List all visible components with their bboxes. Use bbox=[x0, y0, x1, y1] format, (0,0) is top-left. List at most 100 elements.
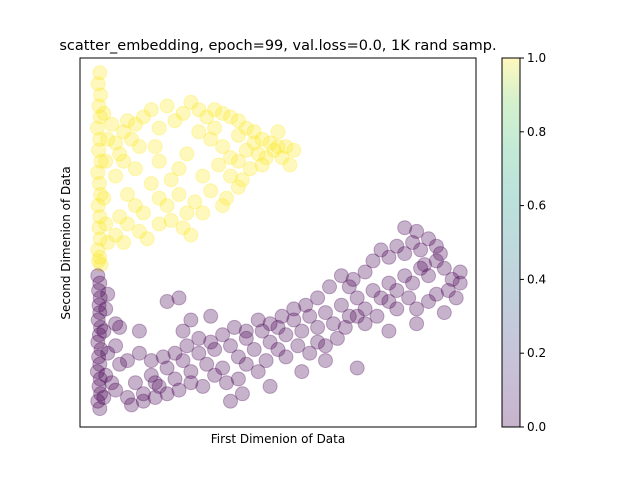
scatter-point-1-97 bbox=[207, 367, 223, 383]
scatter-point-0-82 bbox=[112, 209, 128, 225]
scatter-point-0-30 bbox=[120, 113, 135, 129]
scatter-point-0-97 bbox=[108, 227, 124, 243]
scatter-point-0-42 bbox=[199, 109, 215, 125]
scatter-point-0-35 bbox=[143, 102, 159, 118]
scatter-point-1-10 bbox=[91, 327, 107, 343]
scatter-point-0-44 bbox=[215, 105, 231, 121]
scatter-point-1-112 bbox=[421, 231, 436, 247]
scatter-point-0-28 bbox=[112, 146, 128, 162]
scatter-point-0-3 bbox=[91, 98, 107, 114]
scatter-point-0-2 bbox=[93, 87, 109, 103]
scatter-point-1-38 bbox=[183, 364, 199, 380]
scatter-point-0-73 bbox=[151, 190, 167, 206]
scatter-point-1-84 bbox=[337, 319, 353, 335]
scatter-point-1-0 bbox=[92, 401, 108, 417]
scatter-point-0-17 bbox=[92, 249, 108, 265]
scatter-point-0-41 bbox=[191, 102, 207, 118]
scatter-point-0-66 bbox=[242, 161, 258, 177]
scatter-point-1-14 bbox=[91, 297, 107, 313]
scatter-point-1-95 bbox=[230, 371, 246, 387]
scatter-point-0-86 bbox=[163, 212, 179, 228]
scatter-point-1-150 bbox=[436, 305, 452, 321]
scatter-point-0-15 bbox=[92, 231, 108, 247]
scatter-point-1-92 bbox=[258, 353, 274, 369]
scatter-point-0-4 bbox=[92, 109, 108, 125]
scatter-point-1-65 bbox=[397, 268, 413, 284]
scatter-point-1-6 bbox=[92, 356, 108, 372]
scatter-point-1-81 bbox=[369, 308, 385, 324]
scatter-point-1-85 bbox=[329, 330, 345, 346]
colorbar-tick-label-2: 0.4 bbox=[527, 272, 546, 286]
scatter-point-1-102 bbox=[147, 390, 163, 405]
scatter-point-1-88 bbox=[302, 345, 318, 361]
x-axis-label: First Dimenion of Data bbox=[211, 432, 345, 446]
scatter-point-1-73 bbox=[440, 283, 456, 298]
scatter-point-0-72 bbox=[143, 176, 159, 191]
scatter-point-0-34 bbox=[135, 109, 151, 125]
scatter-point-1-45 bbox=[238, 330, 254, 346]
scatter-point-1-49 bbox=[270, 319, 286, 335]
scatter-point-0-58 bbox=[238, 142, 254, 158]
scatter-point-1-105 bbox=[365, 253, 381, 269]
scatter-point-1-121 bbox=[322, 279, 337, 295]
colorbar-ticks: 0.0 0.2 0.4 0.6 0.8 1.0 bbox=[520, 51, 546, 434]
scatter-point-0-23 bbox=[96, 190, 112, 206]
scatter-point-1-60 bbox=[357, 301, 373, 317]
scatter-point-1-56 bbox=[325, 316, 341, 332]
scatter-point-1-55 bbox=[318, 305, 333, 321]
scatter-point-1-89 bbox=[290, 338, 306, 354]
scatter-point-0-91 bbox=[116, 153, 132, 169]
scatter-point-1-8 bbox=[93, 342, 109, 357]
scatter-point-1-103 bbox=[135, 393, 151, 409]
scatter-point-1-111 bbox=[413, 242, 429, 258]
scatter-point-0-39 bbox=[175, 105, 191, 121]
scatter-point-1-48 bbox=[262, 334, 278, 350]
scatter-point-1-114 bbox=[409, 223, 425, 239]
scatter-point-0-25 bbox=[100, 235, 116, 250]
scatter-point-0-9 bbox=[90, 164, 106, 180]
scatter-point-1-32 bbox=[135, 386, 151, 402]
scatter-point-1-76 bbox=[421, 294, 436, 309]
scatter-point-1-138 bbox=[120, 353, 135, 369]
scatter-point-1-157 bbox=[147, 375, 163, 391]
colorbar-tick-label-1: 0.2 bbox=[527, 346, 546, 360]
scatter-point-0-37 bbox=[159, 98, 175, 114]
scatter-point-1-51 bbox=[286, 312, 302, 328]
scatter-point-1-118 bbox=[357, 264, 373, 280]
scatter-points bbox=[89, 65, 468, 417]
scatter-point-1-54 bbox=[310, 319, 326, 335]
scatter-point-1-135 bbox=[155, 349, 171, 365]
colorbar-tick-label-4: 0.8 bbox=[527, 125, 546, 139]
scatter-point-0-88 bbox=[183, 227, 199, 243]
scatter-point-0-65 bbox=[230, 153, 246, 169]
scatter-point-0-60 bbox=[258, 150, 274, 166]
scatter-point-1-53 bbox=[302, 308, 318, 324]
scatter-point-0-70 bbox=[163, 172, 179, 188]
colorbar-tick-label-5: 1.0 bbox=[527, 51, 546, 65]
scatter-point-1-128 bbox=[238, 323, 254, 339]
scatter-point-1-67 bbox=[413, 260, 429, 276]
scatter-point-0-14 bbox=[91, 220, 107, 236]
scatter-point-1-50 bbox=[278, 327, 294, 343]
scatter-point-1-61 bbox=[365, 283, 381, 298]
scatter-point-0-13 bbox=[92, 209, 108, 225]
scatter-point-1-99 bbox=[183, 375, 199, 391]
scatter-point-0-68 bbox=[179, 146, 195, 162]
scatter-point-0-106 bbox=[282, 157, 298, 173]
scatter-point-1-140 bbox=[171, 290, 187, 306]
scatter-point-1-120 bbox=[333, 268, 349, 284]
scatter-point-0-62 bbox=[274, 150, 290, 166]
scatter-point-1-127 bbox=[250, 312, 266, 328]
scatter-point-0-32 bbox=[127, 116, 143, 132]
scatter-point-0-20 bbox=[96, 105, 112, 121]
scatter-point-1-64 bbox=[389, 283, 405, 298]
scatter-point-0-46 bbox=[230, 113, 246, 129]
scatter-point-0-52 bbox=[278, 139, 294, 155]
scatter-point-1-1 bbox=[90, 393, 106, 409]
scatter-point-1-17 bbox=[92, 275, 108, 291]
scatter-point-0-87 bbox=[175, 220, 191, 236]
scatter-point-0-12 bbox=[90, 198, 106, 214]
scatter-point-1-137 bbox=[131, 345, 147, 361]
scatter-point-1-27 bbox=[112, 356, 128, 372]
